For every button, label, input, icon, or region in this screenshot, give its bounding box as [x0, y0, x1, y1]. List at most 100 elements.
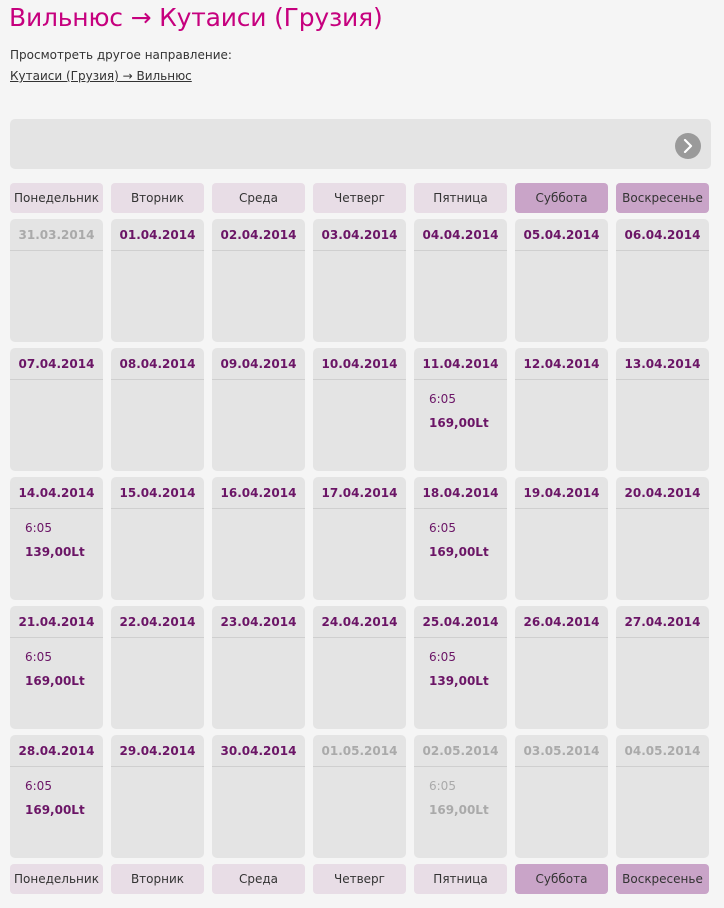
weekday-friday: Пятница	[414, 183, 507, 213]
weekday-monday: Понедельник	[10, 864, 103, 894]
calendar-day-cell: 22.04.2014	[111, 606, 204, 729]
flight-time: 6:05	[429, 650, 456, 664]
weekday-thursday: Четверг	[313, 183, 406, 213]
cell-date: 19.04.2014	[515, 477, 608, 509]
flight-price[interactable]: 169,00Lt	[25, 803, 85, 817]
cell-date: 12.04.2014	[515, 348, 608, 380]
flight-price: 169,00Lt	[429, 803, 489, 817]
calendar-day-cell: 29.04.2014	[111, 735, 204, 858]
cell-date: 31.03.2014	[10, 219, 103, 251]
cell-date: 03.04.2014	[313, 219, 406, 251]
cell-date: 22.04.2014	[111, 606, 204, 638]
next-month-button[interactable]	[675, 133, 701, 159]
cell-date: 13.04.2014	[616, 348, 709, 380]
calendar-day-cell: 03.04.2014	[313, 219, 406, 342]
flight-price[interactable]: 169,00Lt	[429, 416, 489, 430]
weekday-sunday: Воскресенье	[616, 183, 709, 213]
calendar-day-cell: 26.04.2014	[515, 606, 608, 729]
flight-price[interactable]: 139,00Lt	[25, 545, 85, 559]
calendar-day-cell[interactable]: 25.04.2014 6:05 139,00Lt	[414, 606, 507, 729]
calendar-day-cell[interactable]: 18.04.2014 6:05 169,00Lt	[414, 477, 507, 600]
cell-date: 15.04.2014	[111, 477, 204, 509]
calendar-day-cell: 01.04.2014	[111, 219, 204, 342]
flight-time: 6:05	[429, 779, 456, 793]
weekday-tuesday: Вторник	[111, 183, 204, 213]
calendar-day-cell: 19.04.2014	[515, 477, 608, 600]
cell-date: 01.05.2014	[313, 735, 406, 767]
calendar-day-cell: 02.04.2014	[212, 219, 305, 342]
calendar-day-cell: 13.04.2014	[616, 348, 709, 471]
calendar-day-cell: 10.04.2014	[313, 348, 406, 471]
weekday-saturday: Суббота	[515, 183, 608, 213]
cell-date: 11.04.2014	[414, 348, 507, 380]
cell-date: 06.04.2014	[616, 219, 709, 251]
calendar-day-cell: 30.04.2014	[212, 735, 305, 858]
calendar-day-cell[interactable]: 11.04.2014 6:05 169,00Lt	[414, 348, 507, 471]
cell-date: 30.04.2014	[212, 735, 305, 767]
cell-date: 04.05.2014	[616, 735, 709, 767]
weekday-friday: Пятница	[414, 864, 507, 894]
weekday-tuesday: Вторник	[111, 864, 204, 894]
cell-date: 01.04.2014	[111, 219, 204, 251]
flight-time: 6:05	[25, 779, 52, 793]
calendar-day-cell: 16.04.2014	[212, 477, 305, 600]
cell-date: 05.04.2014	[515, 219, 608, 251]
flight-price[interactable]: 139,00Lt	[429, 674, 489, 688]
cell-date: 16.04.2014	[212, 477, 305, 509]
calendar-day-cell: 24.04.2014	[313, 606, 406, 729]
cell-date: 09.04.2014	[212, 348, 305, 380]
weekday-wednesday: Среда	[212, 183, 305, 213]
calendar-day-cell: 23.04.2014	[212, 606, 305, 729]
flight-time: 6:05	[25, 521, 52, 535]
calendar-day-cell: 17.04.2014	[313, 477, 406, 600]
cell-date: 20.04.2014	[616, 477, 709, 509]
cell-date: 14.04.2014	[10, 477, 103, 509]
flight-price[interactable]: 169,00Lt	[429, 545, 489, 559]
cell-date: 07.04.2014	[10, 348, 103, 380]
weekday-sunday: Воскресенье	[616, 864, 709, 894]
cell-date: 18.04.2014	[414, 477, 507, 509]
calendar-day-cell: 09.04.2014	[212, 348, 305, 471]
cell-date: 02.04.2014	[212, 219, 305, 251]
cell-date: 10.04.2014	[313, 348, 406, 380]
cell-date: 08.04.2014	[111, 348, 204, 380]
cell-date: 02.05.2014	[414, 735, 507, 767]
cell-date: 03.05.2014	[515, 735, 608, 767]
flight-time: 6:05	[429, 521, 456, 535]
cell-date: 21.04.2014	[10, 606, 103, 638]
cell-date: 27.04.2014	[616, 606, 709, 638]
cell-date: 17.04.2014	[313, 477, 406, 509]
weekday-wednesday: Среда	[212, 864, 305, 894]
calendar-day-cell[interactable]: 14.04.2014 6:05 139,00Lt	[10, 477, 103, 600]
cell-date: 28.04.2014	[10, 735, 103, 767]
calendar-day-cell: 27.04.2014	[616, 606, 709, 729]
flight-price[interactable]: 169,00Lt	[25, 674, 85, 688]
cell-date: 04.04.2014	[414, 219, 507, 251]
calendar-day-cell[interactable]: 28.04.2014 6:05 169,00Lt	[10, 735, 103, 858]
other-direction-link[interactable]: Кутаиси (Грузия) → Вильнюс	[10, 69, 192, 83]
cell-date: 24.04.2014	[313, 606, 406, 638]
weekday-monday: Понедельник	[10, 183, 103, 213]
other-direction-label: Просмотреть другое направление:	[10, 48, 232, 62]
weekday-thursday: Четверг	[313, 864, 406, 894]
calendar-day-cell: 05.04.2014	[515, 219, 608, 342]
flight-time: 6:05	[25, 650, 52, 664]
cell-date: 26.04.2014	[515, 606, 608, 638]
cell-date: 23.04.2014	[212, 606, 305, 638]
calendar-nav-bar	[10, 119, 711, 169]
calendar-day-cell: 08.04.2014	[111, 348, 204, 471]
calendar-day-cell: 01.05.2014	[313, 735, 406, 858]
calendar-day-cell: 20.04.2014	[616, 477, 709, 600]
calendar-day-cell: 06.04.2014	[616, 219, 709, 342]
calendar-day-cell: 04.05.2014	[616, 735, 709, 858]
weekday-saturday: Суббота	[515, 864, 608, 894]
calendar-day-cell: 12.04.2014	[515, 348, 608, 471]
calendar-day-cell: 15.04.2014	[111, 477, 204, 600]
weekday-header-row-top: Понедельник Вторник Среда Четверг Пятниц…	[10, 183, 711, 213]
cell-date: 29.04.2014	[111, 735, 204, 767]
calendar-day-cell: 02.05.2014 6:05 169,00Lt	[414, 735, 507, 858]
calendar-day-cell: 04.04.2014	[414, 219, 507, 342]
calendar-day-cell: 07.04.2014	[10, 348, 103, 471]
flight-time: 6:05	[429, 392, 456, 406]
calendar-day-cell[interactable]: 21.04.2014 6:05 169,00Lt	[10, 606, 103, 729]
